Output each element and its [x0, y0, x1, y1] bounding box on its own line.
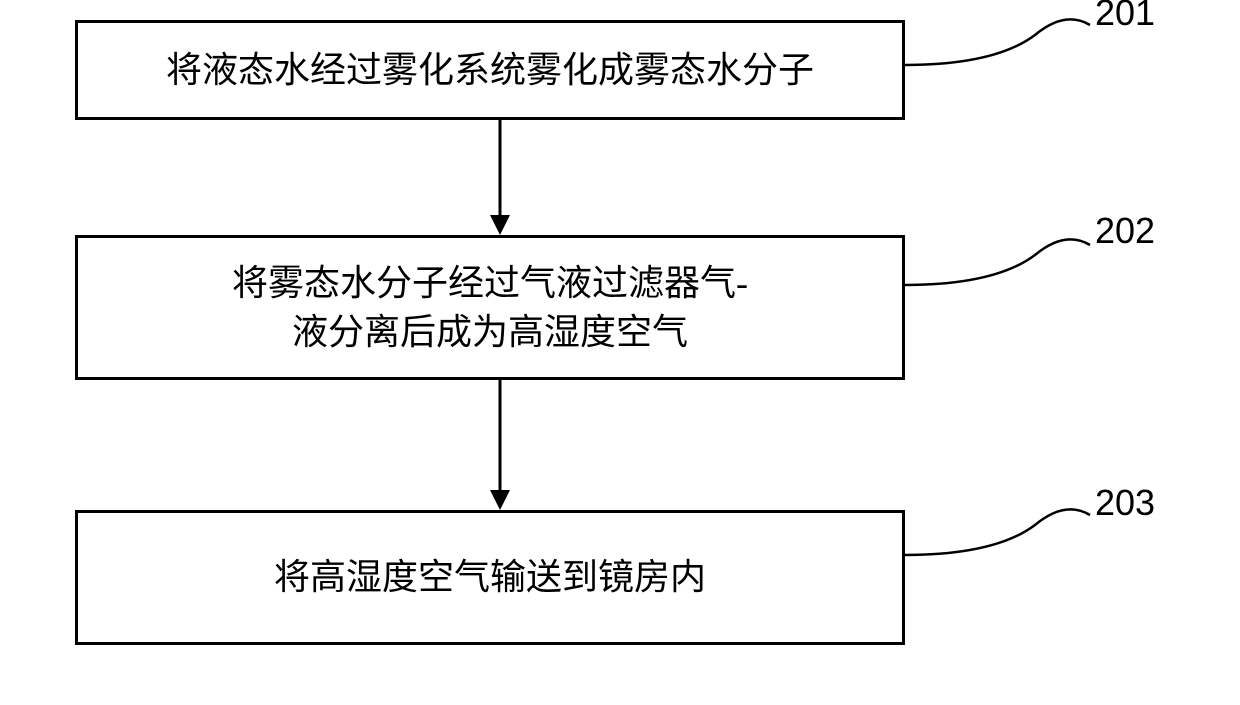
node-label-201: 201	[1095, 0, 1155, 34]
flow-node-202: 将雾态水分子经过气液过滤器气- 液分离后成为高湿度空气	[75, 235, 905, 380]
label-connector-203	[905, 490, 1105, 565]
label-connector-201	[905, 0, 1105, 75]
flow-node-201: 将液态水经过雾化系统雾化成雾态水分子	[75, 20, 905, 120]
node-label-202: 202	[1095, 210, 1155, 252]
arrow-202-to-203	[485, 380, 515, 518]
flow-node-text: 将高湿度空气输送到镜房内	[274, 553, 706, 602]
flow-node-text: 将雾态水分子经过气液过滤器气- 液分离后成为高湿度空气	[232, 259, 748, 356]
label-connector-202	[905, 220, 1105, 295]
flow-node-203: 将高湿度空气输送到镜房内	[75, 510, 905, 645]
flowchart-diagram: 将液态水经过雾化系统雾化成雾态水分子 201 将雾态水分子经过气液过滤器气- 液…	[0, 0, 1240, 705]
flow-node-text: 将液态水经过雾化系统雾化成雾态水分子	[166, 46, 814, 95]
arrow-201-to-202	[485, 120, 515, 243]
node-label-203: 203	[1095, 482, 1155, 524]
